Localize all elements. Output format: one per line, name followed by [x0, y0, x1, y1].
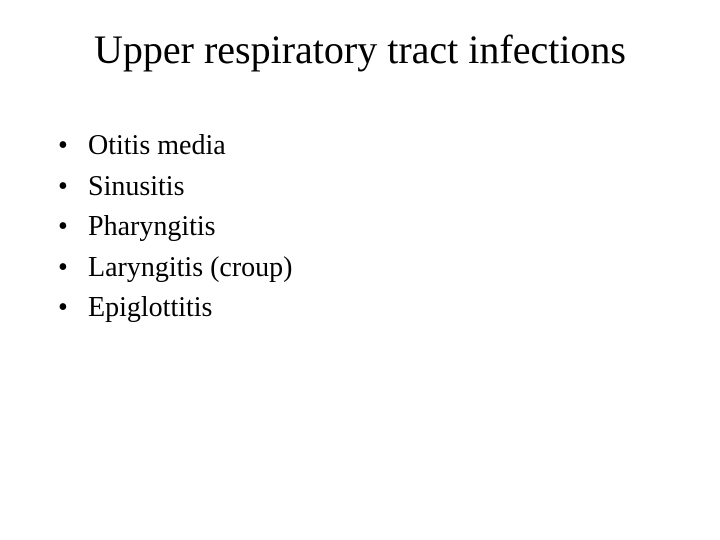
bullet-list: • Otitis media • Sinusitis • Pharyngitis… [58, 126, 293, 329]
bullet-icon: • [58, 126, 88, 167]
list-item: • Sinusitis [58, 167, 293, 208]
list-item: • Pharyngitis [58, 207, 293, 248]
bullet-text: Otitis media [88, 126, 293, 167]
list-item: • Otitis media [58, 126, 293, 167]
bullet-icon: • [58, 248, 88, 289]
bullet-text: Sinusitis [88, 167, 293, 208]
bullet-text: Pharyngitis [88, 207, 293, 248]
bullet-icon: • [58, 167, 88, 208]
bullet-text: Epiglottitis [88, 288, 293, 329]
bullet-icon: • [58, 207, 88, 248]
slide-title: Upper respiratory tract infections [0, 26, 720, 73]
bullet-text: Laryngitis (croup) [88, 248, 293, 289]
list-item: • Epiglottitis [58, 288, 293, 329]
slide: Upper respiratory tract infections • Oti… [0, 0, 720, 540]
list-item: • Laryngitis (croup) [58, 248, 293, 289]
bullet-icon: • [58, 288, 88, 329]
